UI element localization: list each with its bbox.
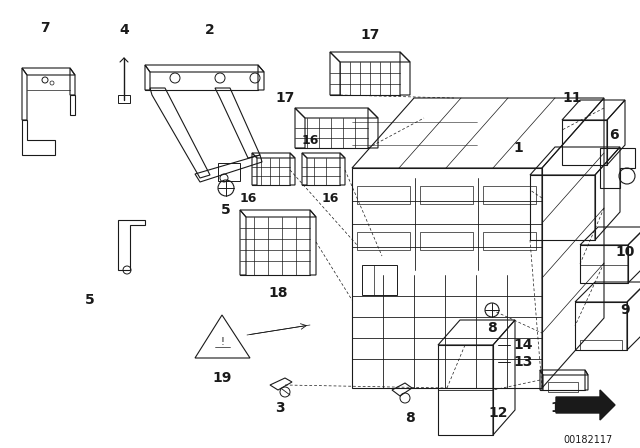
- Bar: [483, 186, 536, 204]
- Bar: [352, 168, 542, 388]
- Text: 13: 13: [513, 355, 532, 369]
- Bar: [420, 232, 473, 250]
- Text: 12: 12: [488, 406, 508, 420]
- Text: 3: 3: [275, 401, 285, 415]
- Text: !: !: [220, 337, 224, 347]
- Bar: [438, 345, 493, 435]
- Text: 19: 19: [212, 371, 232, 385]
- Text: 7: 7: [40, 21, 50, 35]
- Text: 9: 9: [620, 303, 630, 317]
- Text: 17: 17: [360, 28, 380, 42]
- Bar: [483, 232, 536, 250]
- Text: 15: 15: [550, 401, 570, 415]
- Text: 14: 14: [513, 338, 532, 352]
- Text: 11: 11: [563, 91, 582, 105]
- Text: 10: 10: [615, 245, 635, 259]
- Bar: [575, 302, 627, 350]
- Text: 2: 2: [205, 23, 215, 37]
- Bar: [357, 186, 410, 204]
- Bar: [530, 175, 595, 240]
- Bar: [548, 382, 578, 392]
- Polygon shape: [556, 390, 615, 420]
- Text: 6: 6: [609, 128, 619, 142]
- Bar: [118, 95, 130, 103]
- Bar: [580, 245, 628, 283]
- Text: 18: 18: [268, 286, 288, 300]
- Text: 1: 1: [513, 141, 523, 155]
- Text: 8: 8: [405, 411, 415, 425]
- Text: 16: 16: [301, 134, 319, 146]
- Bar: [420, 186, 473, 204]
- Bar: [562, 120, 607, 165]
- Text: 16: 16: [321, 191, 339, 204]
- Text: 8: 8: [487, 321, 497, 335]
- Text: 17: 17: [275, 91, 294, 105]
- Text: 16: 16: [239, 191, 257, 204]
- Text: 5: 5: [85, 293, 95, 307]
- Bar: [357, 232, 410, 250]
- Text: 00182117: 00182117: [563, 435, 612, 445]
- Text: 5: 5: [221, 203, 231, 217]
- Bar: [218, 163, 240, 181]
- Bar: [362, 265, 397, 295]
- Text: 4: 4: [119, 23, 129, 37]
- Bar: [580, 340, 622, 350]
